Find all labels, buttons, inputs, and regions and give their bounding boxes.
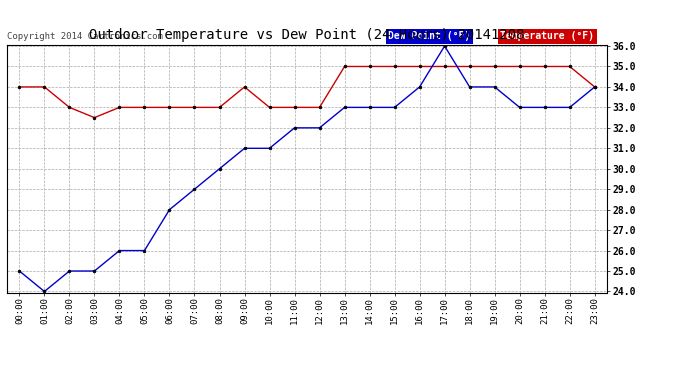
Text: Temperature (°F): Temperature (°F)	[500, 31, 594, 41]
Title: Outdoor Temperature vs Dew Point (24 Hours) 20141208: Outdoor Temperature vs Dew Point (24 Hou…	[89, 28, 525, 42]
Text: Copyright 2014 Cartronics.com: Copyright 2014 Cartronics.com	[7, 32, 163, 41]
Text: Dew Point (°F): Dew Point (°F)	[388, 31, 471, 41]
